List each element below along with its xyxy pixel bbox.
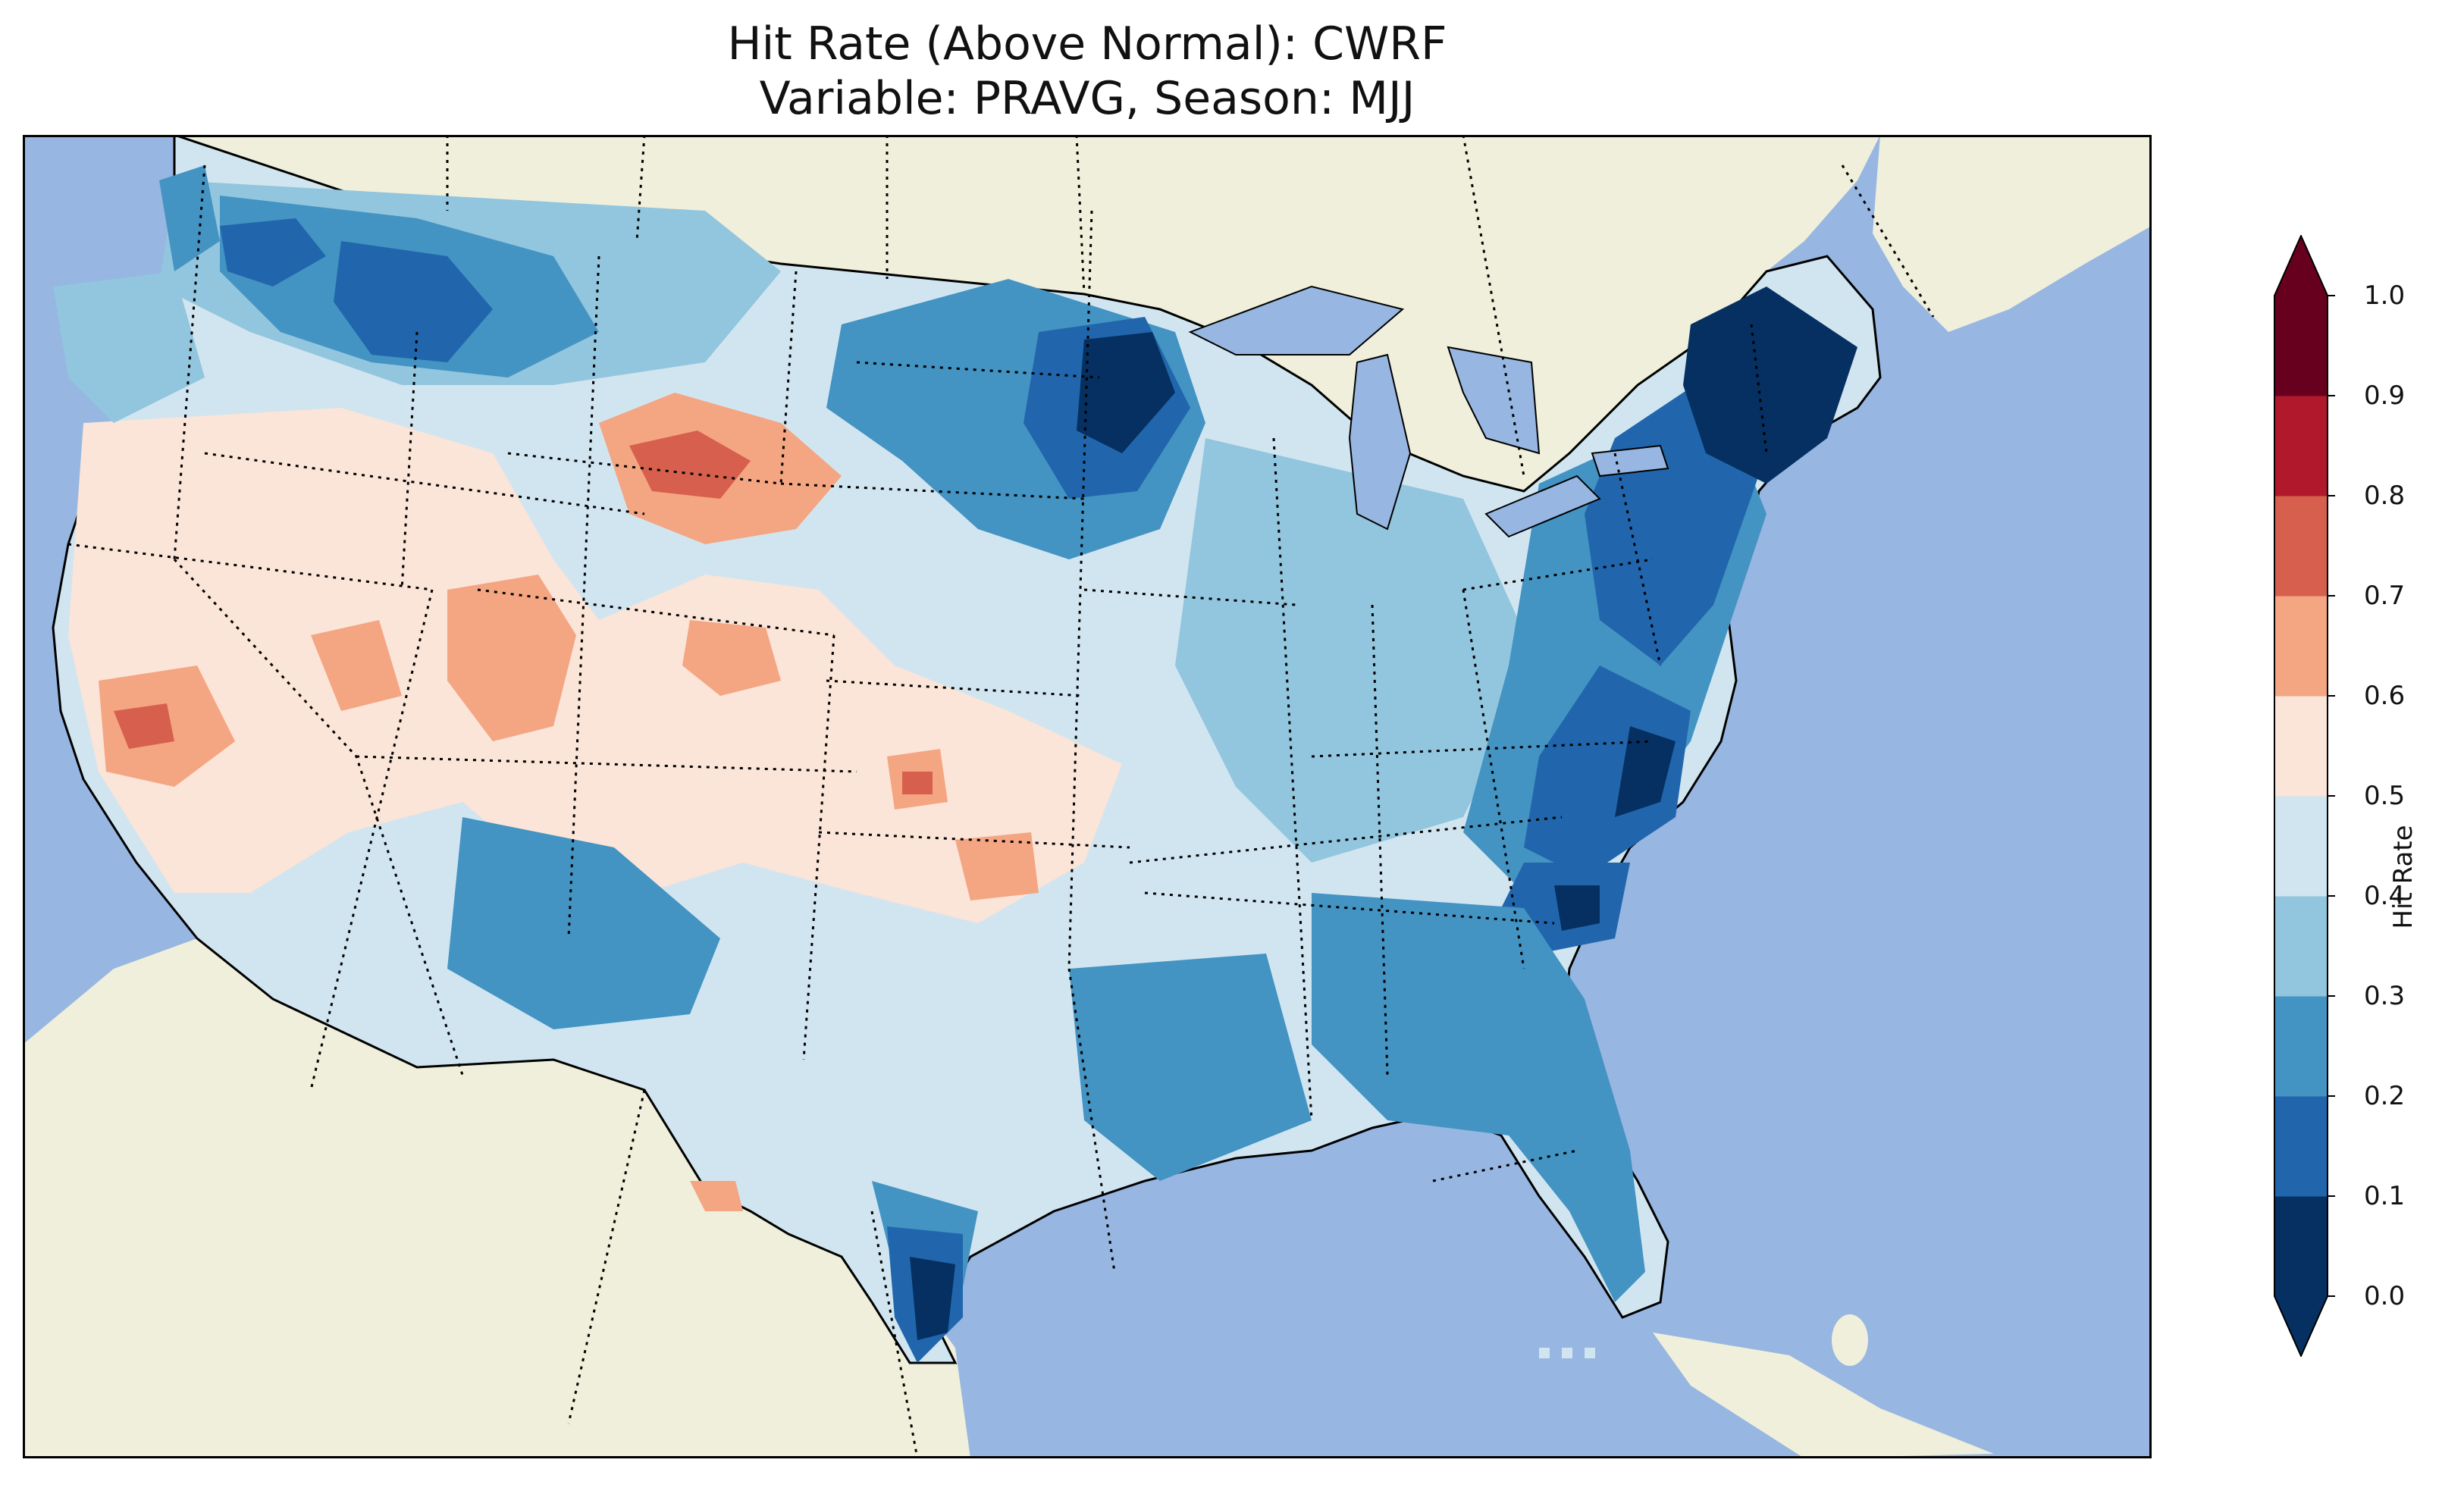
map-frame xyxy=(23,135,2152,1458)
colorbar-bin-0 xyxy=(2274,1196,2328,1297)
colorbar-tick-label: 1.0 xyxy=(2364,280,2406,311)
colorbar-tick-label: 0.3 xyxy=(2364,981,2406,1011)
colorbar-bin-4 xyxy=(2274,796,2328,897)
colorbar-bin-7 xyxy=(2274,496,2328,597)
colorbar-tick-label: 0.6 xyxy=(2364,681,2406,711)
canada-provinces xyxy=(446,135,1935,477)
colorbar-tick-label: 0.0 xyxy=(2364,1281,2406,1311)
bahamas-land xyxy=(1832,1314,1868,1366)
mexico-borders xyxy=(567,1089,919,1458)
colorbar-bin-5 xyxy=(2274,696,2328,797)
colorbar-tick-label: 0.2 xyxy=(2364,1081,2406,1111)
map-title: Hit Rate (Above Normal): CWRF xyxy=(727,17,1447,70)
baja-land xyxy=(197,938,447,1439)
colorbar-tick-label: 0.5 xyxy=(2364,781,2406,811)
colorbar-tick-label: 0.7 xyxy=(2364,581,2406,611)
colorbar-label: Hit Rate xyxy=(2388,825,2419,929)
colorbar-bin-1 xyxy=(2274,1096,2328,1197)
colorbar-tick-label: 0.8 xyxy=(2364,481,2406,511)
colorbar xyxy=(2274,235,2335,1357)
colorbar-bin-6 xyxy=(2274,596,2328,697)
maritimes-land xyxy=(1873,135,2152,332)
great-lakes xyxy=(1188,285,1669,538)
colorbar-bin-9 xyxy=(2274,296,2328,396)
keys xyxy=(1539,1348,1595,1358)
cuba-land xyxy=(1653,1333,1994,1458)
colorbar-tick-label: 0.9 xyxy=(2364,381,2406,411)
colorbar-bin-3 xyxy=(2274,896,2328,997)
colorbar-tick-label: 0.4 xyxy=(2364,881,2406,911)
colorbar-extend-max xyxy=(2274,235,2328,296)
colorbar-tick-label: 0.1 xyxy=(2364,1181,2406,1211)
map-panel xyxy=(23,135,2152,1458)
colorbar-bin-2 xyxy=(2274,996,2328,1097)
map-subtitle: Variable: PRAVG, Season: MJJ xyxy=(759,72,1415,125)
colorbar-bin-8 xyxy=(2274,396,2328,496)
colorbar-extend-min xyxy=(2274,1296,2328,1357)
data-field xyxy=(53,165,1857,1363)
state-borders xyxy=(67,164,1768,1273)
